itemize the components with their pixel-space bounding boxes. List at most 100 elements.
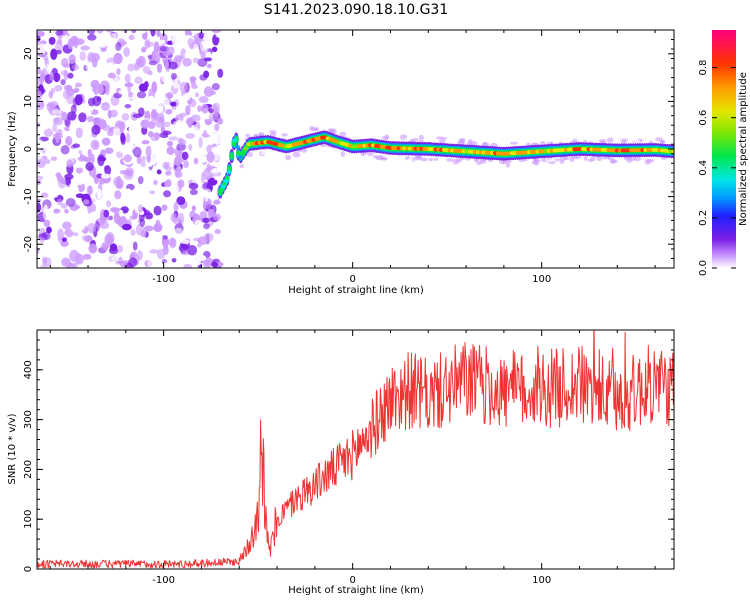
spectrogram-noise-cell xyxy=(75,178,84,186)
spectrogram-noise-cell xyxy=(203,188,212,199)
spectrogram-noise-cell xyxy=(99,221,110,230)
spectrogram-ridge-core xyxy=(243,146,249,151)
spectrogram-noise-cell xyxy=(211,30,222,34)
spectrogram-noise-cell xyxy=(191,175,202,184)
spectrogram-noise-cell xyxy=(48,36,56,45)
spectrogram-noise-cell xyxy=(37,62,46,67)
spectrogram-noise-cell xyxy=(127,63,135,72)
spectrogram-noise-cell xyxy=(127,91,133,98)
spectrogram-noise-cell xyxy=(55,131,60,144)
spectrogram-noise-cell xyxy=(548,158,554,162)
spectrogram-noise-cell xyxy=(70,87,80,93)
spectrogram-noise-cell xyxy=(180,48,187,60)
spectrogram-noise-cell xyxy=(457,140,466,144)
spectrogram-noise-cell xyxy=(114,252,125,262)
spectrogram-noise-cell xyxy=(153,179,158,186)
figure-title: S141.2023.090.18.10.G31 xyxy=(264,2,449,18)
colorbar-label: Normalized spectral amplitude xyxy=(738,72,749,226)
spectrogram-noise-cell xyxy=(87,185,93,196)
spectrogram-noise-cell xyxy=(217,68,224,78)
spectrogram-noise-cell xyxy=(90,203,97,213)
spectrogram-noise-cell xyxy=(201,171,206,184)
spectrogram-noise-cell xyxy=(46,101,54,112)
spectrogram-noise-cell xyxy=(187,117,193,128)
snr-panel: -100 0 100 0 100 200 300 400 Height of straight… xyxy=(7,329,675,596)
spectrogram-noise-cell xyxy=(119,210,124,217)
spectrogram-noise-cell xyxy=(57,228,64,241)
spectrogram-noise-cell xyxy=(418,134,424,141)
spectrogram-noise-cell xyxy=(292,151,301,158)
spectrogram-noise-cell xyxy=(181,151,189,161)
spectrogram-noise-cell xyxy=(106,200,112,208)
spectrogram-noise-cell xyxy=(139,156,148,167)
spectrogram-noise-cell xyxy=(129,215,135,221)
spectrogram-noise-cell xyxy=(101,101,110,111)
colorbar-ticks: 0.0 0.2 0.4 0.6 0.8 xyxy=(698,60,736,276)
snr-xtick-label: 0 xyxy=(349,575,355,586)
spectrogram-noise-cell xyxy=(165,109,173,115)
spectrogram-noise-cell xyxy=(97,38,108,48)
spectrogram-noise-cell xyxy=(60,145,70,155)
spectrogram-noise-cell xyxy=(181,93,191,101)
spectrogram-noise-cell xyxy=(86,115,95,123)
spectrogram-noise-cell xyxy=(189,189,198,196)
spectrogram-noise-cell xyxy=(188,226,197,238)
spectrogram-noise-cell xyxy=(121,223,132,231)
spectrogram-noise-cell xyxy=(71,78,76,90)
spectrogram-noise-cell xyxy=(211,46,218,53)
spectrogram-noise-cell xyxy=(103,209,110,218)
spectrogram-noise-cell xyxy=(90,259,97,266)
spectrogram-noise-cell xyxy=(211,261,219,268)
spectrogram-noise-cell xyxy=(387,153,394,160)
spectrogram-noise-cell xyxy=(87,34,97,41)
spectrogram-noise-cell xyxy=(84,106,94,114)
spectrogram-noise-cell xyxy=(128,257,138,268)
spectrogram-noise-cell xyxy=(37,30,42,37)
snr-ytick-label: 400 xyxy=(23,360,34,379)
spectrogram-marks xyxy=(37,30,674,268)
spectrogram-noise-cell xyxy=(60,70,68,76)
spectrogram-noise-cell xyxy=(125,132,131,144)
spectrogram-noise-cell xyxy=(109,162,116,168)
spectrogram-noise-cell xyxy=(180,239,190,244)
spectrogram-noise-cell xyxy=(214,133,223,145)
spectrogram-noise-cell xyxy=(61,111,68,121)
spectrogram-noise-cell xyxy=(96,30,104,34)
spectrogram-noise-cell xyxy=(166,140,174,147)
spectrogram-noise-cell xyxy=(145,145,152,158)
spectrogram-noise-cell xyxy=(132,146,142,158)
spectrogram-noise-cell xyxy=(118,111,124,123)
spectrogram-noise-cell xyxy=(339,131,347,137)
spectrogram-noise-cell xyxy=(109,243,118,252)
spectrogram-noise-cell xyxy=(46,226,52,234)
spectrogram-noise-cell xyxy=(380,156,387,161)
spectrogram-noise-cell xyxy=(90,52,101,63)
spectrogram-noise-cell xyxy=(206,63,212,69)
spectrogram-noise-cell xyxy=(164,180,169,188)
spectrogram-noise-cell xyxy=(535,158,541,163)
spectrogram-noise-cell xyxy=(124,237,134,242)
spectrogram-noise-cell xyxy=(172,78,179,89)
spectrogram-noise-cell xyxy=(60,203,68,209)
spectrogram-noise-cell xyxy=(168,161,174,168)
spectrogram-noise-cell xyxy=(98,83,104,95)
spectrogram-noise-cell xyxy=(209,90,216,96)
spectrogram-noise-cell xyxy=(171,258,177,263)
spectrogram-noise-cell xyxy=(184,30,192,35)
spectrogram-noise-cell xyxy=(525,142,531,147)
spectrogram-noise-cell xyxy=(156,113,165,120)
spectrogram-noise-cell xyxy=(197,105,202,112)
spectrogram-noise-cell xyxy=(116,183,124,190)
spectrogram-noise-cell xyxy=(147,70,153,76)
spectrogram-noise-cell xyxy=(84,235,93,243)
spectrogram-noise-cell xyxy=(70,186,79,193)
spectrogram-noise-cell xyxy=(301,148,308,153)
spectrogram-noise-cell xyxy=(61,57,69,68)
spectrogram-noise-cell xyxy=(153,205,162,216)
spectrogram-noise-cell xyxy=(172,249,182,258)
spectrogram-noise-cell xyxy=(610,159,618,164)
spectrogram-noise-cell xyxy=(191,205,196,212)
colorbar-tick-label: 0.4 xyxy=(698,160,709,176)
spectrogram-ytick-label: 20 xyxy=(23,47,34,60)
spectrogram-ridge-core xyxy=(232,138,238,143)
